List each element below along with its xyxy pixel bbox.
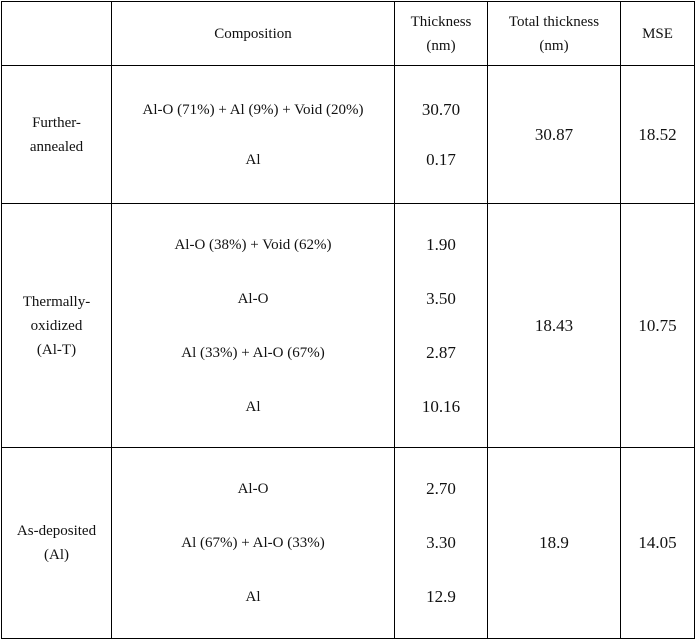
composition-cell: Al-O Al (67%) + Al-O (33%) Al [111, 447, 395, 639]
thickness-value: 30.70 [421, 99, 461, 119]
mse-cell: 10.75 [620, 203, 695, 448]
sample-cell: Thermally- oxidized (Al-T) [1, 203, 112, 448]
total-thickness-cell: 30.87 [487, 65, 621, 204]
composition-stack: Al-O (71%) + Al (9%) + Void (20%) Al [112, 85, 394, 185]
group-row: Thermally- oxidized (Al-T) Al-O (38%) + V… [1, 203, 695, 448]
composition-stack: Al-O Al (67%) + Al-O (33%) Al [112, 462, 394, 624]
thickness-value: 3.50 [426, 288, 456, 308]
thickness-value: 2.87 [426, 342, 456, 362]
composition-cell: Al-O (71%) + Al (9%) + Void (20%) Al [111, 65, 395, 204]
header-cell: Thickness (nm) [394, 1, 488, 66]
thickness-value: 10.16 [421, 396, 461, 416]
composition-stack: Al-O (38%) + Void (62%) Al-O Al (33%) + Al… [112, 218, 394, 434]
thickness-value: 3.30 [426, 533, 456, 552]
composition-cell: Al-O (38%) + Void (62%) Al-O Al (33%) + Al… [111, 203, 395, 448]
sample-cell: Further- annealed [1, 65, 112, 204]
header-cell: Composition [111, 1, 395, 66]
thickness-value: 0.17 [426, 149, 456, 169]
table-header: Composition Thickness (nm) Total thickne… [1, 1, 695, 66]
composition-text: Al [245, 398, 261, 415]
group-row: As-deposited (Al) Al-O Al (67%) + Al-O (33… [1, 447, 695, 639]
thickness-cell: 1.90 3.50 2.87 10.16 [394, 203, 488, 448]
header-cell: Total thickness (nm) [487, 1, 621, 66]
sample-cell: As-deposited (Al) [1, 447, 112, 639]
group-row: Further- annealed Al-O (71%) + Al (9%) + … [1, 65, 695, 204]
thickness-value: 1.90 [426, 234, 456, 254]
mse-cell: 18.52 [620, 65, 695, 204]
table-body: Further- annealed Al-O (71%) + Al (9%) + … [1, 65, 695, 639]
header-cell: MSE [620, 1, 695, 66]
thickness-stack: 30.70 0.17 [395, 85, 487, 185]
composition-text: Al [245, 151, 261, 168]
total-thickness-cell: 18.43 [487, 203, 621, 448]
thickness-value: 12.9 [426, 587, 456, 606]
composition-text: Al-O [237, 290, 269, 307]
composition-text: Al-O [237, 481, 269, 497]
header-cell [1, 1, 112, 66]
thickness-value: 2.70 [426, 479, 456, 498]
thickness-cell: 30.70 0.17 [394, 65, 488, 204]
composition-text: Al-O (71%) + Al (9%) + Void (20%) [142, 101, 364, 118]
composition-text: Al [245, 589, 261, 605]
composition-text: Al (33%) + Al-O (67%) [181, 344, 325, 361]
total-thickness-cell: 18.9 [487, 447, 621, 639]
thickness-stack: 1.90 3.50 2.87 10.16 [395, 218, 487, 434]
thickness-stack: 2.70 3.30 12.9 [395, 462, 487, 624]
thickness-cell: 2.70 3.30 12.9 [394, 447, 488, 639]
mse-cell: 14.05 [620, 447, 695, 639]
composition-text: Al (67%) + Al-O (33%) [181, 535, 325, 551]
composition-text: Al-O (38%) + Void (62%) [174, 236, 332, 253]
header-row: Composition Thickness (nm) Total thickne… [1, 1, 695, 66]
